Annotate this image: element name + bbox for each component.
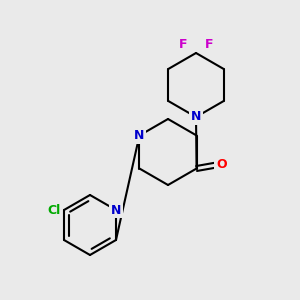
Text: N: N bbox=[191, 110, 201, 124]
Text: N: N bbox=[111, 203, 121, 217]
Text: F: F bbox=[179, 38, 187, 52]
Text: O: O bbox=[216, 158, 226, 171]
Text: F: F bbox=[205, 38, 213, 52]
Text: Cl: Cl bbox=[47, 203, 61, 217]
Text: N: N bbox=[134, 129, 145, 142]
